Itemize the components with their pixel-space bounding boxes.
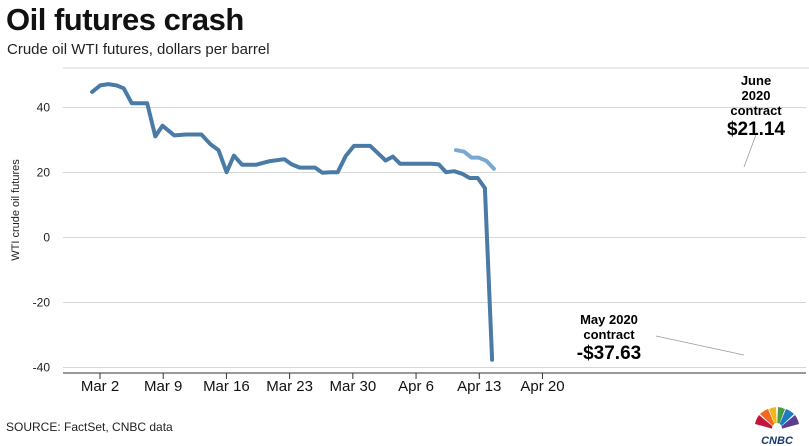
svg-text:CNBC: CNBC (761, 435, 794, 446)
june-value: $21.14 (727, 119, 786, 140)
june-label-line3: contract (730, 103, 782, 118)
cnbc-peacock-logo: CNBC (755, 407, 799, 446)
y-axis-label: WTI crude oil futures (10, 159, 22, 261)
y-tick-label: 40 (37, 101, 51, 115)
y-axis-ticks: 40 20 0 -20 -40 (33, 101, 51, 375)
y-tick-label: -40 (33, 361, 51, 375)
x-tick-label: Mar 2 (81, 378, 119, 395)
series-lines (90, 82, 496, 362)
x-tick-label: Mar 16 (203, 378, 250, 395)
may-leader-line (655, 335, 745, 356)
june-contract-annotation: June 2020 contract $21.14 (727, 73, 786, 168)
x-tick-label: Mar 9 (144, 378, 182, 395)
x-tick-label: Apr 6 (398, 378, 434, 395)
chart-title: Oil futures crash (6, 2, 244, 37)
june-leader-line (743, 131, 758, 168)
may-contract-line (90, 82, 495, 362)
june-contract-line (454, 148, 496, 171)
may-value: -$37.63 (577, 343, 641, 364)
y-tick-label: 0 (43, 231, 50, 245)
x-tick-label: Apr 20 (520, 378, 564, 395)
y-tick-label: -20 (33, 296, 51, 310)
x-tick-label: Mar 23 (266, 378, 313, 395)
x-axis-ticks: Mar 2 Mar 9 Mar 16 Mar 23 Mar 30 Apr 6 Apr 13 A… (63, 372, 806, 395)
x-tick-label: Apr 13 (457, 378, 501, 395)
source-note: SOURCE: FactSet, CNBC data (6, 420, 173, 434)
june-label-line1: June (741, 73, 771, 88)
grid-lines (63, 107, 806, 368)
may-label-line2: contract (583, 327, 635, 342)
x-tick-label: Mar 30 (329, 378, 376, 395)
chart-subtitle: Crude oil WTI futures, dollars per barre… (7, 41, 270, 58)
y-tick-label: 20 (37, 166, 51, 180)
may-contract-annotation: May 2020 contract -$37.63 (577, 312, 745, 364)
may-label-line1: May 2020 (580, 312, 638, 327)
june-label-line2: 2020 (742, 88, 771, 103)
